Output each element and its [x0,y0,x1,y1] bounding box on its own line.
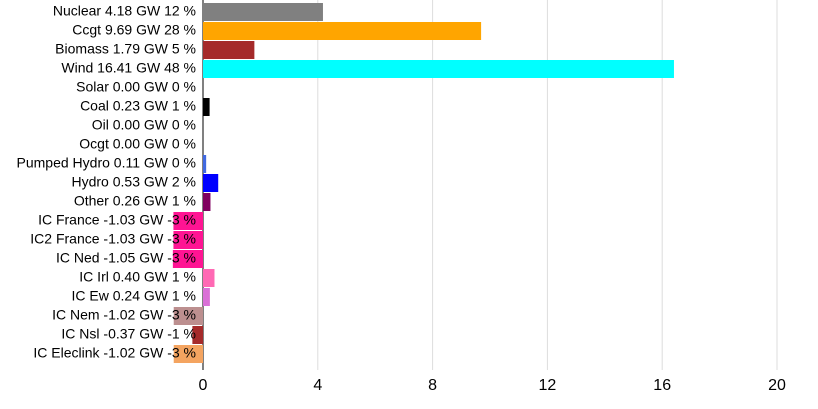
category-label: Coal 0.23 GW 1 % [80,98,196,114]
x-tick-label: 4 [313,377,322,394]
category-label: Wind 16.41 GW 48 % [61,60,196,76]
bar [203,193,211,211]
category-label: Ocgt 0.00 GW 0 % [79,136,196,152]
bar [173,212,203,230]
category-label: IC2 France -1.03 GW -3 % [30,231,196,247]
category-label: IC Ned -1.05 GW -3 % [56,250,196,266]
bar [173,231,203,249]
bar [203,98,210,116]
bar [173,307,203,325]
category-label: Other 0.26 GW 1 % [74,193,196,209]
bar [192,326,203,344]
x-tick-label: 20 [768,377,786,394]
bar [173,345,203,363]
x-tick-label: 0 [199,377,208,394]
category-label: Ccgt 9.69 GW 28 % [72,22,196,38]
x-tick-label: 8 [428,377,437,394]
bar [203,41,255,59]
bar [203,22,482,40]
category-label: Oil 0.00 GW 0 % [92,117,196,133]
category-label: IC Irl 0.40 GW 1 % [79,269,196,285]
bar [172,250,203,268]
category-label: Solar 0.00 GW 0 % [76,79,196,95]
x-tick-label: 12 [539,377,557,394]
bar [203,155,207,173]
bar [203,174,219,192]
category-label: IC France -1.03 GW -3 % [38,212,196,228]
bar [203,3,323,21]
category-label: Hydro 0.53 GW 2 % [72,174,197,190]
category-label: IC Nem -1.02 GW -3 % [52,307,196,323]
category-label: IC Ew 0.24 GW 1 % [72,288,196,304]
category-label: Pumped Hydro 0.11 GW 0 % [17,155,196,171]
category-label: Nuclear 4.18 GW 12 % [53,3,196,19]
x-tick-label: 16 [653,377,671,394]
category-label: Biomass 1.79 GW 5 % [55,41,196,57]
category-label: IC Eleclink -1.02 GW -3 % [33,345,196,361]
bar [203,269,215,287]
category-label: IC Nsl -0.37 GW -1 % [61,326,196,342]
bar [203,288,210,306]
bar [203,60,674,78]
